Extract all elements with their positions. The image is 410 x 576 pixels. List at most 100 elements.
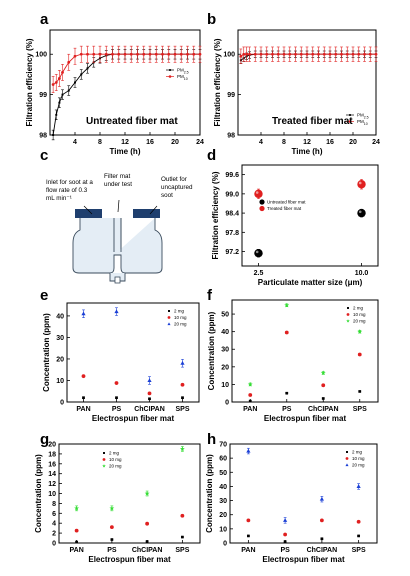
y-tick-label: 20 bbox=[48, 442, 56, 449]
data-point bbox=[319, 496, 324, 501]
data-point-highlight bbox=[255, 250, 259, 254]
data-point bbox=[357, 534, 360, 538]
inset-label-treated: Treated fiber mat bbox=[272, 116, 353, 127]
data-point bbox=[167, 52, 171, 56]
data-point bbox=[259, 52, 263, 56]
inlet-label-1: Inlet for soot at a bbox=[46, 179, 93, 186]
x-tick-label: 20 bbox=[349, 139, 357, 146]
data-point bbox=[74, 528, 79, 533]
filter-mat-left bbox=[75, 209, 102, 218]
data-point bbox=[305, 52, 309, 56]
y-tick-label: 2 bbox=[52, 531, 56, 538]
y-tick-label: 99.0 bbox=[225, 191, 239, 198]
legend-marker bbox=[167, 322, 171, 326]
y-tick-label: 6 bbox=[52, 511, 56, 518]
data-point bbox=[363, 52, 366, 56]
y-tick-label: 40 bbox=[219, 484, 227, 491]
data-point bbox=[136, 52, 139, 56]
data-point bbox=[358, 390, 362, 393]
x-tick-label: PAN bbox=[76, 406, 90, 413]
plot-frame-d bbox=[241, 164, 379, 267]
plot-frame-h bbox=[229, 443, 378, 544]
data-point bbox=[82, 396, 85, 400]
y-tick-label: 10 bbox=[56, 378, 64, 385]
data-point bbox=[242, 52, 246, 56]
legend-label: 2 mg bbox=[109, 451, 120, 456]
y-tick-label: 40 bbox=[56, 313, 64, 320]
y-tick-label: 10 bbox=[221, 382, 229, 389]
x-tick-label: SPS bbox=[175, 406, 189, 413]
data-point bbox=[98, 52, 102, 56]
y-tick-label: 70 bbox=[219, 442, 227, 449]
data-point bbox=[340, 52, 343, 56]
legend-marker bbox=[167, 316, 171, 319]
y-tick-label: 18 bbox=[48, 451, 56, 458]
legend-label: 10 mg bbox=[174, 315, 187, 320]
legend-label: 2 mg bbox=[353, 306, 364, 311]
x-tick-label: PS bbox=[280, 547, 290, 554]
data-point bbox=[147, 391, 152, 396]
y-axis-title: Concentration (ppm) bbox=[205, 454, 214, 533]
data-point bbox=[246, 448, 251, 453]
legend-marker bbox=[103, 452, 105, 454]
inlet-arrow bbox=[83, 205, 93, 215]
data-point bbox=[61, 93, 64, 96]
data-point-highlight bbox=[358, 210, 362, 214]
x-axis-title: Electrospun fiber mat bbox=[264, 414, 347, 423]
data-point bbox=[180, 360, 185, 365]
x-tick-label: PAN bbox=[243, 406, 257, 413]
filter-arrow bbox=[117, 199, 120, 213]
y-tick-label: 14 bbox=[48, 471, 56, 478]
legend-label: PM10 bbox=[177, 74, 188, 81]
y-axis-title: Concentration (ppm) bbox=[207, 311, 216, 390]
data-point bbox=[181, 535, 184, 539]
data-point bbox=[283, 540, 287, 543]
data-point bbox=[104, 52, 108, 56]
data-point bbox=[114, 381, 119, 385]
y-tick-label: 40 bbox=[221, 329, 229, 336]
x-tick-label: PS bbox=[112, 406, 122, 413]
legend-marker bbox=[346, 313, 350, 316]
data-point bbox=[173, 52, 177, 56]
y-axis-title: Filtration efficiency (%) bbox=[213, 38, 222, 126]
chart-b: 98 99 100 4 8 12 16 20 24 Time (h) Filtration effi… bbox=[213, 29, 380, 156]
legend-marker bbox=[168, 310, 170, 312]
x-tick-label: 16 bbox=[146, 139, 154, 146]
x-tick-label: 12 bbox=[303, 139, 311, 146]
center-pipe bbox=[113, 218, 122, 252]
data-point bbox=[271, 52, 274, 56]
data-point bbox=[247, 534, 250, 538]
data-point bbox=[248, 52, 251, 56]
legend-marker bbox=[169, 69, 171, 71]
legend-marker bbox=[259, 199, 265, 205]
panel-letter-g: g bbox=[40, 431, 49, 448]
data-point bbox=[154, 52, 158, 56]
data-point bbox=[374, 52, 378, 56]
x-axis-title: Particulate matter size (μm) bbox=[258, 278, 363, 287]
x-tick-label: SPS bbox=[353, 406, 367, 413]
data-point bbox=[320, 370, 326, 376]
data-point bbox=[142, 52, 146, 56]
plot-frame-g bbox=[58, 443, 201, 544]
y-axis-title: Concentration (ppm) bbox=[34, 454, 43, 533]
filtration-apparatus-schematic: Inlet for soot at a flow rate of 0.3 mL … bbox=[46, 173, 193, 284]
y-tick-label: 30 bbox=[219, 498, 227, 505]
panel-letter-f: f bbox=[207, 287, 213, 304]
data-point bbox=[284, 330, 289, 335]
filter-label-2: under test bbox=[104, 181, 132, 188]
x-tick-label: ChCIPAN bbox=[132, 547, 163, 554]
legend-marker bbox=[346, 451, 348, 453]
data-point bbox=[254, 248, 263, 258]
data-point bbox=[317, 52, 320, 56]
x-tick-label: PAN bbox=[241, 547, 255, 554]
y-tick-label: 30 bbox=[56, 335, 64, 342]
chart-f: 0 10 20 30 40 50 PAN PS ChCIPAN SPS Electrospun fi… bbox=[207, 299, 379, 423]
x-tick-label: ChCIPAN bbox=[308, 406, 339, 413]
legend-label: 20 mg bbox=[352, 463, 365, 468]
x-tick-label: PAN bbox=[69, 547, 83, 554]
data-point bbox=[67, 89, 70, 92]
legend-marker bbox=[102, 464, 106, 468]
data-point bbox=[145, 521, 150, 526]
x-tick-label: 16 bbox=[326, 139, 334, 146]
